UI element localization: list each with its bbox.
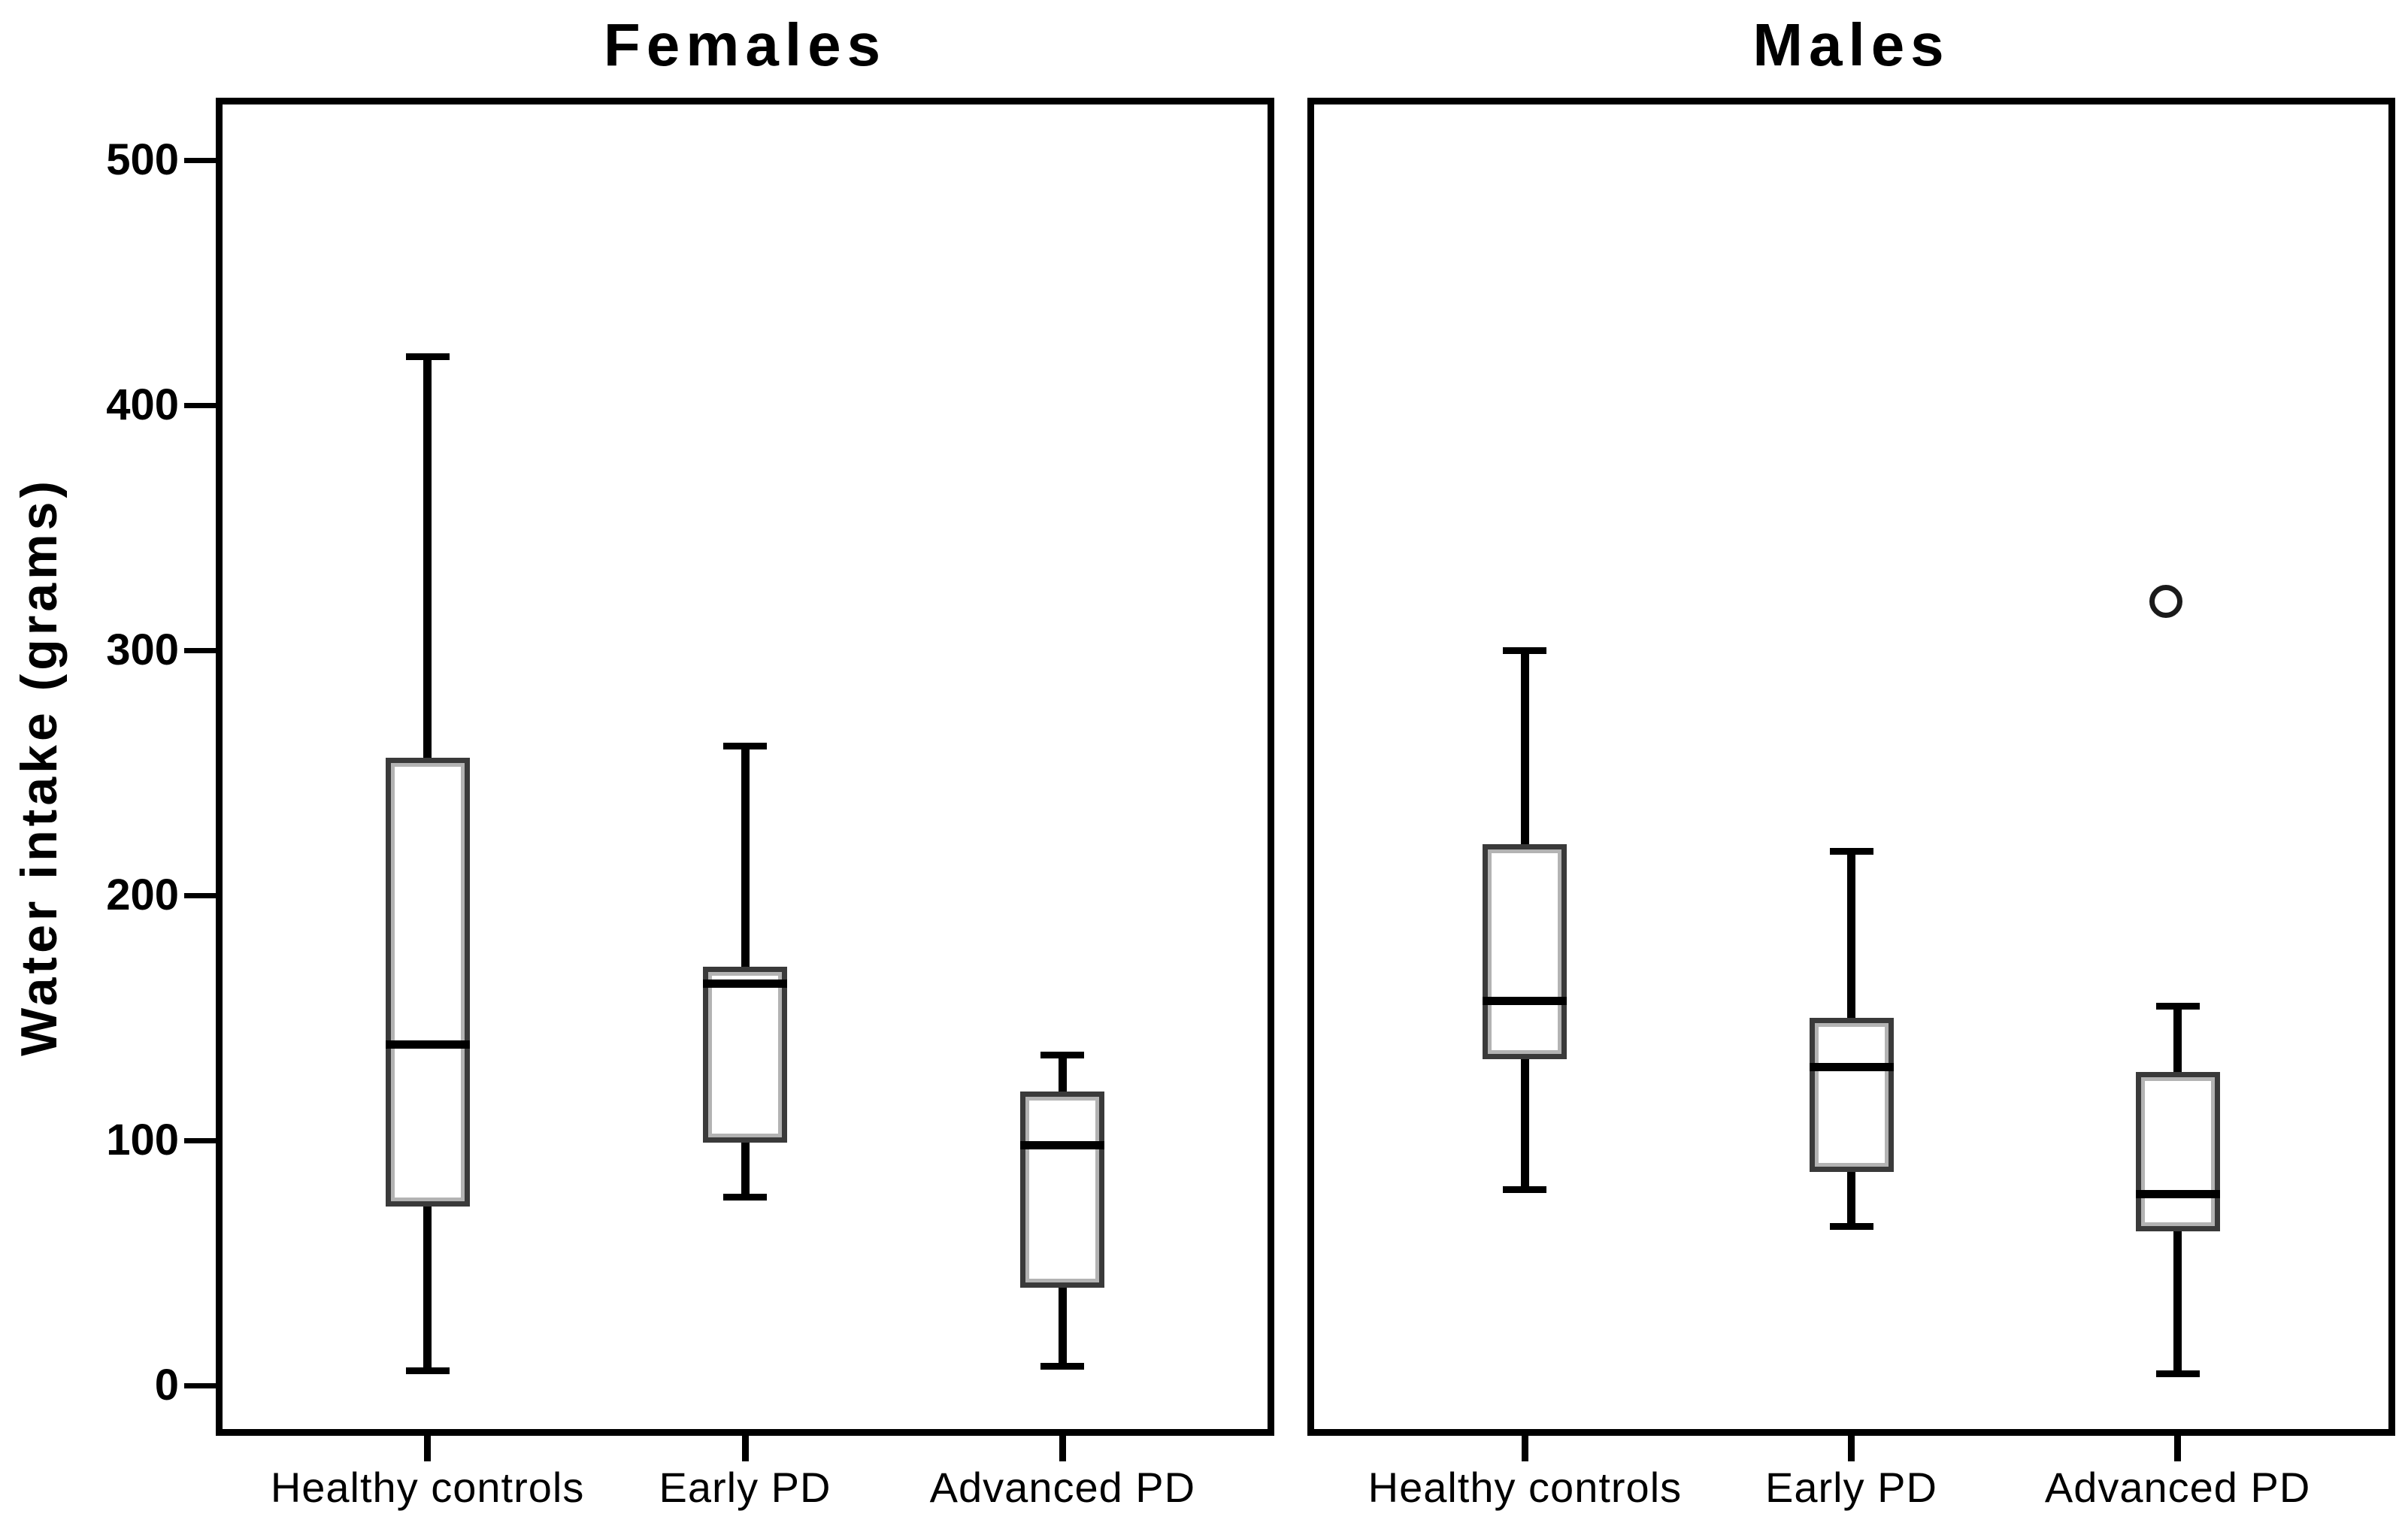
y-tick-label: 300 — [106, 625, 179, 674]
x-category-label: Advanced PD — [929, 1464, 1196, 1511]
whisker-upper-stem — [741, 746, 750, 967]
iqr-box — [1483, 843, 1567, 1060]
x-category-label: Early PD — [1765, 1464, 1937, 1511]
whisker-cap-low — [1040, 1362, 1085, 1370]
y-axis-label: Water intake (grams) — [11, 477, 68, 1057]
iqr-box — [385, 758, 470, 1207]
y-tick — [184, 1137, 216, 1143]
whisker-cap-high — [1829, 848, 1873, 855]
x-category-label: Healthy controls — [1368, 1464, 1683, 1511]
iqr-box — [2135, 1071, 2220, 1231]
y-tick — [184, 402, 216, 408]
y-tick — [184, 892, 216, 898]
whisker-cap-low — [2155, 1370, 2200, 1377]
whisker-lower-stem — [741, 1143, 750, 1197]
whisker-cap-high — [2155, 1002, 2200, 1010]
whisker-cap-high — [1503, 647, 1547, 654]
whisker-cap-low — [405, 1367, 450, 1375]
x-category-tick — [1059, 1436, 1066, 1461]
median-line — [385, 1040, 470, 1049]
y-tick-label: 100 — [106, 1116, 179, 1164]
outlier-point — [2149, 584, 2182, 618]
x-category-tick — [2174, 1436, 2182, 1461]
iqr-box — [1020, 1091, 1105, 1288]
whisker-upper-stem — [1520, 650, 1529, 844]
x-category-tick — [424, 1436, 432, 1461]
y-tick — [184, 1382, 216, 1388]
whisker-upper-stem — [1847, 851, 1855, 1018]
x-category-tick — [1521, 1436, 1528, 1461]
y-tick — [184, 157, 216, 163]
iqr-box — [703, 966, 787, 1143]
median-line — [1020, 1141, 1105, 1150]
panel-title-males: Males — [1752, 11, 1950, 78]
whisker-upper-stem — [423, 356, 432, 758]
median-line — [1809, 1062, 1894, 1071]
whisker-lower-stem — [1520, 1059, 1529, 1190]
y-tick-label: 500 — [106, 135, 179, 184]
whisker-cap-high — [723, 743, 767, 750]
panel-title-females: Females — [603, 11, 887, 78]
iqr-box — [1809, 1018, 1894, 1173]
whisker-cap-high — [405, 353, 450, 360]
y-tick — [184, 647, 216, 653]
whisker-lower-stem — [2173, 1231, 2182, 1373]
median-line — [2135, 1190, 2220, 1199]
whisker-lower-stem — [423, 1207, 432, 1371]
y-tick-label: 200 — [106, 871, 179, 919]
whisker-lower-stem — [1058, 1287, 1067, 1366]
whisker-cap-low — [1829, 1223, 1873, 1231]
panel-males-plot-area — [1307, 98, 2395, 1436]
whisker-cap-high — [1040, 1051, 1085, 1058]
whisker-upper-stem — [1058, 1054, 1067, 1092]
whisker-cap-low — [1503, 1186, 1547, 1194]
y-tick-label: 400 — [106, 380, 179, 429]
median-line — [703, 979, 787, 988]
y-tick-label: 0 — [154, 1361, 179, 1409]
x-category-tick — [741, 1436, 749, 1461]
median-line — [1483, 996, 1567, 1005]
x-category-tick — [1848, 1436, 1855, 1461]
whisker-upper-stem — [2173, 1005, 2182, 1072]
whisker-cap-low — [723, 1193, 767, 1201]
x-category-label: Advanced PD — [2044, 1464, 2311, 1511]
x-category-label: Healthy controls — [270, 1464, 585, 1511]
whisker-lower-stem — [1847, 1172, 1855, 1227]
x-category-label: Early PD — [659, 1464, 831, 1511]
